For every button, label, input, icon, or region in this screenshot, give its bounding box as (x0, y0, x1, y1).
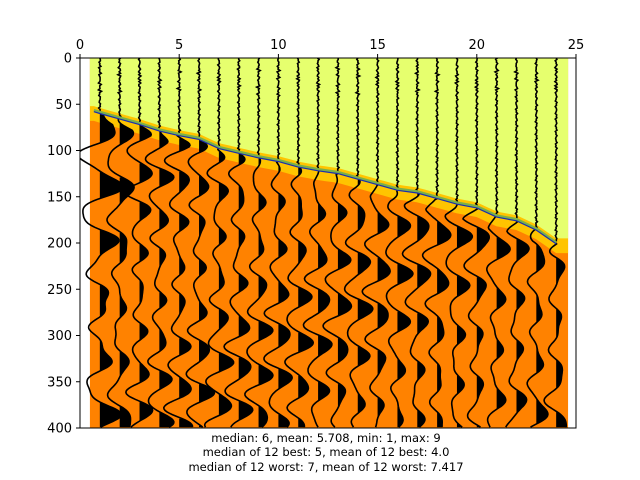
trace-fill (139, 58, 153, 422)
trace-fill (179, 59, 193, 428)
x-tick-label: 5 (175, 38, 183, 53)
trace-line (144, 58, 175, 428)
trace-fill (298, 59, 314, 428)
trace-line (385, 58, 414, 428)
trace-line (204, 58, 235, 428)
color-map-background (89, 58, 569, 428)
y-tick-label: 100 (47, 144, 72, 159)
trace-line (526, 58, 549, 428)
background-upper-zone (89, 58, 569, 239)
trace-line (462, 58, 491, 428)
trace-line (322, 58, 353, 428)
y-tick-label: 400 (47, 422, 72, 437)
y-tick-label: 350 (47, 375, 72, 390)
trace-fill (437, 62, 451, 428)
trace-line (505, 58, 530, 428)
trace-line (106, 58, 135, 428)
y-tick-label: 250 (47, 283, 72, 298)
trace-line (244, 58, 274, 428)
trace-line (185, 58, 216, 428)
plot-area (80, 58, 569, 428)
trace-fill (476, 58, 490, 428)
y-tick-label: 150 (47, 190, 72, 205)
trace-fill (238, 60, 253, 422)
x-tick-label: 0 (76, 38, 84, 53)
x-tick-label: 10 (270, 38, 287, 53)
x-tick-label: 25 (568, 38, 585, 53)
trace-line (162, 58, 194, 428)
trace-fill (278, 58, 293, 428)
x-axis-top: 0 5 10 15 20 25 (76, 38, 584, 58)
y-axis-left: 0 50 100 150 200 250 300 350 400 (47, 52, 80, 437)
stats-line-3: median of 12 worst: 7, mean of 12 worst:… (188, 460, 463, 474)
trace-fill (99, 59, 124, 428)
x-tick-label: 20 (469, 38, 486, 53)
pick-line-underlay (93, 108, 557, 244)
stats-line-2: median of 12 best: 5, mean of 12 best: 4… (203, 445, 450, 459)
trace-line (223, 58, 254, 428)
pick-line (93, 111, 557, 245)
trace-line (124, 58, 154, 428)
x-tick-label: 15 (369, 38, 386, 53)
trace-line (421, 58, 452, 428)
stats-line-1: median: 6, mean: 5.708, min: 1, max: 9 (211, 431, 440, 445)
trace-line (401, 58, 432, 428)
trace-fill (218, 60, 234, 416)
y-tick-label: 200 (47, 237, 72, 252)
trace-line (361, 58, 391, 428)
wiggle-traces (80, 58, 568, 428)
trace-line (302, 58, 333, 428)
trace-fill (119, 58, 135, 428)
trace-line (284, 58, 315, 428)
trace-line (80, 58, 125, 428)
y-tick-label: 50 (55, 98, 72, 113)
trace-line (444, 58, 474, 428)
y-tick-label: 300 (47, 329, 72, 344)
y-tick-label: 0 (64, 52, 72, 67)
trace-line (263, 58, 293, 428)
first-arrival-pick-line (93, 108, 557, 245)
trace-line (343, 58, 374, 428)
trace-line (485, 58, 511, 428)
